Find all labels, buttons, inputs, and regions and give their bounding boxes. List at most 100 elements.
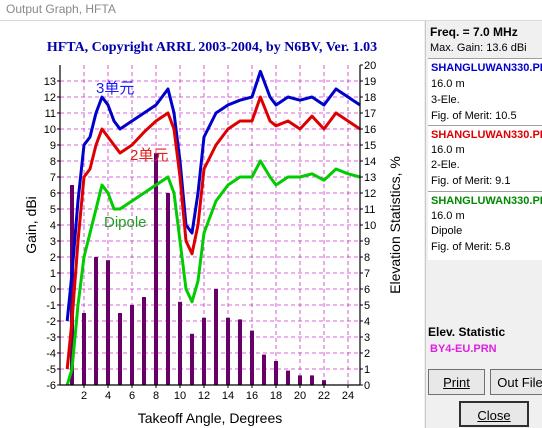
max-gain-label: Max. Gain: 13.6 dBi — [430, 42, 527, 54]
elevation-bar — [214, 289, 218, 385]
elevation-bar — [106, 260, 110, 385]
y2-tick-label: 16 — [364, 124, 376, 136]
y-tick-label: 9 — [50, 140, 56, 152]
y-tick-label: 2 — [50, 252, 56, 264]
x-tick-label: 10 — [174, 390, 186, 402]
y2-tick-label: 9 — [364, 236, 370, 248]
antenna-file-2: SHANGLUWAN330.PRN — [431, 129, 542, 141]
series-annotation-1: 3单元 — [96, 80, 134, 97]
antenna-panel-1: SHANGLUWAN330.PRN 16.0 m 3-Ele. Fig. of … — [428, 58, 542, 137]
y2-axis-label: Elevation Statistics, % — [387, 156, 403, 294]
elevation-bar — [94, 257, 98, 385]
y2-tick-label: 7 — [364, 268, 370, 280]
elevation-file: BY4-EU.PRN — [430, 343, 497, 355]
print-button-label: Print — [443, 375, 470, 390]
elevation-bar — [274, 361, 278, 385]
y2-tick-label: 5 — [364, 300, 370, 312]
y-tick-label: -5 — [46, 364, 56, 376]
series-annotation-2: 2单元 — [130, 147, 168, 164]
y-tick-label: 7 — [50, 172, 56, 184]
antenna-type-1: 3-Ele. — [431, 94, 460, 106]
y2-tick-label: 17 — [364, 108, 376, 120]
print-button[interactable]: Print — [428, 369, 485, 395]
y-tick-label: 1 — [50, 268, 56, 280]
y2-tick-label: 1 — [364, 364, 370, 376]
elevation-bar — [154, 153, 158, 385]
x-tick-label: 24 — [342, 390, 354, 402]
y-tick-label: 4 — [50, 220, 56, 232]
elevation-bar — [322, 380, 326, 385]
elevation-bar — [82, 313, 86, 385]
y-tick-label: 13 — [44, 76, 56, 88]
y-tick-label: -6 — [46, 380, 56, 392]
close-button[interactable]: Close — [459, 401, 529, 427]
elevation-bar — [130, 305, 134, 385]
y2-tick-label: 19 — [364, 76, 376, 88]
x-tick-label: 22 — [318, 390, 330, 402]
antenna-type-2: 2-Ele. — [431, 159, 460, 171]
y-tick-label: 3 — [50, 236, 56, 248]
y-tick-label: -4 — [46, 348, 56, 360]
elevation-bar — [298, 375, 302, 385]
y-tick-label: 12 — [44, 92, 56, 104]
x-tick-label: 8 — [153, 390, 159, 402]
y2-tick-label: 14 — [364, 156, 376, 168]
graph-area: -6 -5 -4 -3 -2 -1 0 1 2 3 4 5 6 7 8 9 10 11 12 13 0 1 2 3 4 5 6 7 8 9… — [0, 21, 424, 428]
series-annotation-3: Dipole — [104, 214, 147, 231]
y2-tick-label: 6 — [364, 284, 370, 296]
x-tick-label: 12 — [198, 390, 210, 402]
legend-sidebar: Freq. = 7.0 MHz Max. Gain: 13.6 dBi SHAN… — [425, 21, 542, 428]
elevation-bar — [202, 317, 206, 385]
y-tick-label: 0 — [50, 284, 56, 296]
antenna-height-2: 16.0 m — [431, 144, 465, 156]
series-line-1 — [65, 69, 361, 322]
y2-tick-label: 4 — [364, 316, 370, 328]
x-tick-label: 16 — [246, 390, 258, 402]
y2-tick-label: 13 — [364, 172, 376, 184]
elevation-bar — [190, 333, 194, 385]
x-tick-label: 20 — [294, 390, 306, 402]
elevation-bar — [238, 319, 242, 385]
elevation-bar — [310, 375, 314, 385]
antenna-height-1: 16.0 m — [431, 78, 465, 90]
antenna-panel-3: SHANGLUWAN330.PRN 16.0 m Dipole Fig. of … — [428, 191, 542, 260]
series-line-3 — [65, 159, 361, 386]
elevation-bar — [118, 313, 122, 385]
y-tick-label: 11 — [45, 108, 56, 120]
elevation-statistic-label: Elev. Statistic — [428, 325, 506, 339]
y2-tick-label: 3 — [364, 332, 370, 344]
frequency-label: Freq. = 7.0 MHz — [430, 25, 518, 39]
y2-tick-label: 2 — [364, 348, 370, 360]
elevation-bar — [250, 330, 254, 385]
y2-tick-label: 12 — [364, 188, 376, 200]
x-tick-label: 14 — [222, 390, 234, 402]
y2-tick-label: 0 — [364, 380, 370, 392]
y-tick-label: -3 — [46, 332, 56, 344]
x-tick-label: 18 — [270, 390, 282, 402]
out-file-button-label: Out File — [497, 375, 542, 390]
x-axis-label: Takeoff Angle, Degrees — [138, 410, 283, 426]
close-button-label: Close — [477, 408, 511, 423]
y-tick-label: 10 — [44, 124, 56, 136]
elevation-bar — [178, 301, 182, 385]
y2-tick-label: 8 — [364, 252, 370, 264]
gain-chart: -6-5-4-3-2-10123456789101112130123456789… — [23, 40, 403, 426]
y-tick-label: 6 — [50, 188, 56, 200]
elevation-bar — [166, 193, 170, 385]
antenna-file-3: SHANGLUWAN330.PRN — [431, 195, 542, 207]
out-file-button[interactable]: Out File — [490, 369, 542, 395]
antenna-merit-3: Fig. of Merit: 5.8 — [431, 241, 511, 253]
chart-title: HFTA, Copyright ARRL 2003-2004, by N6BV,… — [47, 40, 377, 55]
y2-tick-label: 18 — [364, 92, 376, 104]
y-tick-label: 5 — [50, 204, 56, 216]
series-line-2 — [65, 95, 361, 370]
y-tick-label: -2 — [46, 316, 56, 328]
antenna-merit-2: Fig. of Merit: 9.1 — [431, 175, 511, 187]
elevation-bar — [286, 370, 290, 385]
antenna-type-3: Dipole — [431, 225, 463, 237]
x-tick-label: 4 — [105, 390, 111, 402]
y2-tick-label: 11 — [364, 204, 375, 216]
y2-tick-label: 15 — [364, 140, 376, 152]
x-tick-label: 2 — [81, 390, 87, 402]
y2-tick-label: 20 — [364, 60, 376, 72]
